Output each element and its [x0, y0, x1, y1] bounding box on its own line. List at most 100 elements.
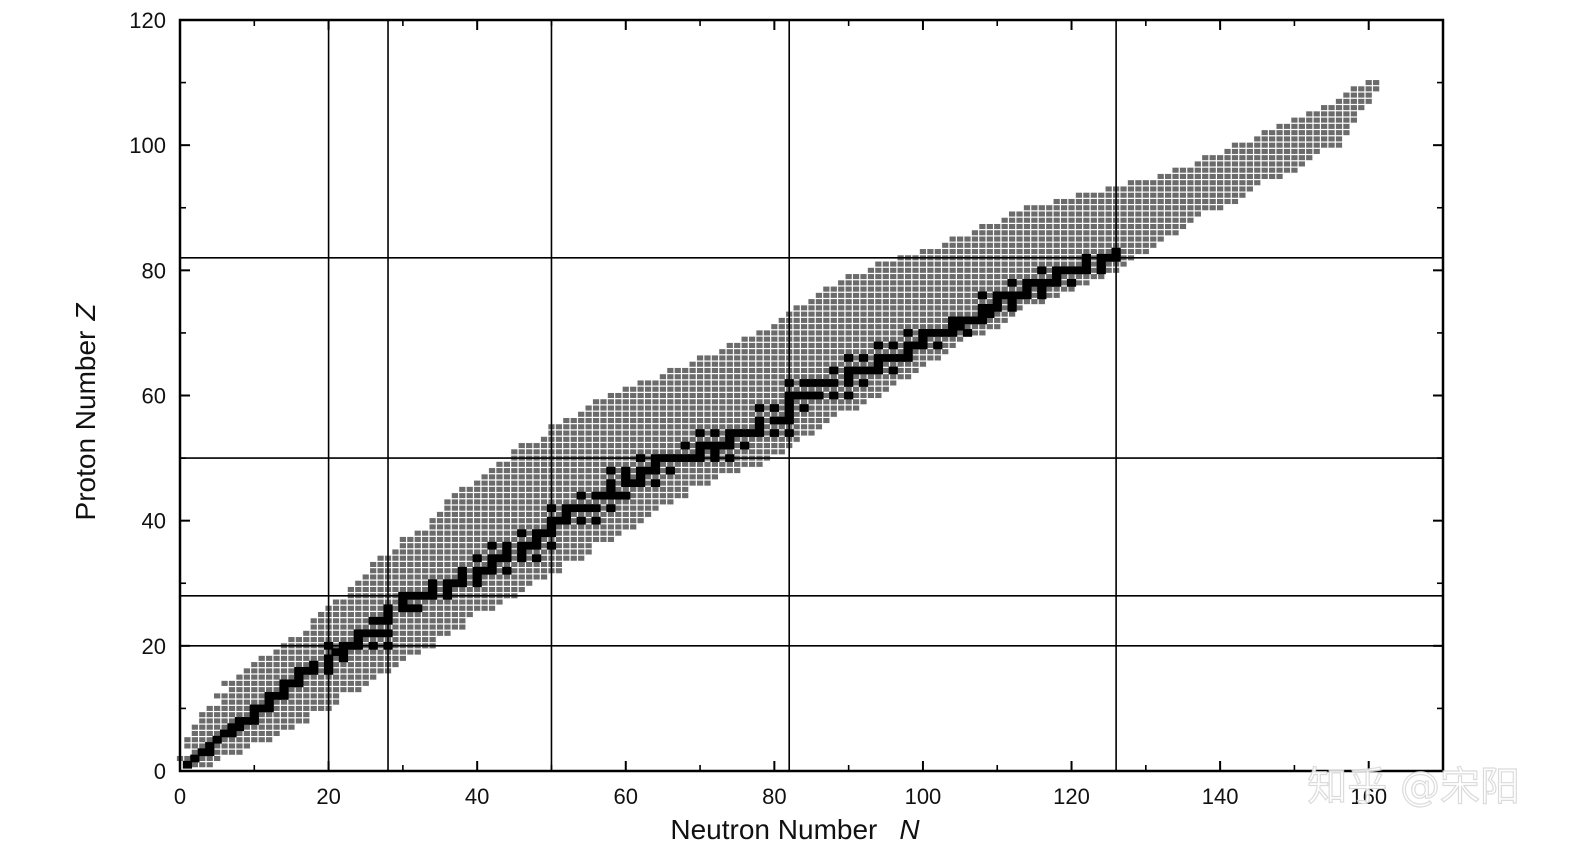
known-nuclide-cell: [474, 480, 481, 486]
known-nuclide-cell: [1053, 242, 1060, 248]
stable-nuclide-point: [606, 485, 616, 494]
known-nuclide-cell: [422, 549, 429, 555]
stable-nuclide-point: [427, 585, 438, 594]
known-nuclide-cell: [882, 311, 889, 317]
known-nuclide-cell: [1031, 261, 1038, 267]
known-nuclide-cell: [1224, 186, 1231, 192]
known-nuclide-cell: [518, 480, 525, 486]
known-nuclide-cell: [407, 624, 414, 630]
known-nuclide-cell: [533, 574, 540, 580]
known-nuclide-cell: [1075, 242, 1083, 248]
known-nuclide-cell: [927, 311, 934, 317]
known-nuclide-cell: [934, 280, 941, 286]
known-nuclide-cell: [191, 762, 198, 768]
known-nuclide-cell: [429, 536, 436, 542]
known-nuclide-cell: [607, 474, 615, 480]
known-nuclide-cell: [1120, 224, 1127, 230]
known-nuclide-cell: [756, 336, 763, 342]
known-nuclide-cell: [637, 430, 644, 436]
known-nuclide-cell: [726, 374, 733, 380]
known-nuclide-cell: [919, 274, 927, 280]
known-nuclide-cell: [927, 286, 934, 292]
known-nuclide-cell: [1083, 192, 1090, 198]
known-nuclide-cell: [778, 430, 785, 436]
stable-nuclide-point: [903, 341, 913, 350]
known-nuclide-cell: [1150, 242, 1157, 248]
known-nuclide-cell: [674, 399, 681, 405]
known-nuclide-cell: [971, 230, 979, 236]
known-nuclide-cell: [823, 392, 830, 399]
known-nuclide-cell: [852, 280, 860, 286]
known-nuclide-cell: [444, 618, 451, 624]
known-nuclide-cell: [860, 317, 867, 323]
known-nuclide-cell: [481, 486, 488, 492]
known-nuclide-cell: [466, 561, 473, 568]
known-nuclide-cell: [682, 399, 689, 405]
known-nuclide-cell: [377, 574, 384, 580]
known-nuclide-cell: [459, 493, 466, 499]
known-nuclide-cell: [533, 480, 540, 486]
known-nuclide-cell: [689, 461, 696, 467]
known-nuclide-cell: [481, 518, 488, 524]
known-nuclide-cell: [793, 418, 800, 424]
known-nuclide-cell: [823, 411, 830, 417]
known-nuclide-cell: [830, 305, 837, 311]
known-nuclide-cell: [496, 599, 503, 605]
known-nuclide-cell: [340, 618, 347, 624]
known-nuclide-cell: [273, 649, 280, 655]
known-nuclide-cell: [288, 718, 295, 724]
stable-nuclide-point: [799, 379, 809, 387]
known-nuclide-cell: [258, 680, 265, 686]
known-nuclide-cell: [258, 699, 265, 705]
known-nuclide-cell: [904, 367, 912, 373]
known-nuclide-cell: [622, 505, 629, 511]
known-nuclide-cell: [630, 511, 637, 517]
known-nuclide-cell: [674, 461, 681, 467]
known-nuclide-cell: [838, 367, 845, 373]
known-nuclide-cell: [600, 518, 607, 524]
known-nuclide-cell: [1150, 192, 1157, 198]
known-nuclide-cell: [919, 286, 927, 292]
known-nuclide-cell: [481, 543, 488, 549]
known-nuclide-cell: [704, 399, 711, 405]
stable-nuclide-point: [598, 491, 609, 500]
known-nuclide-cell: [540, 499, 548, 505]
known-nuclide-cell: [429, 637, 436, 643]
known-nuclide-cell: [407, 555, 414, 561]
known-nuclide-cell: [793, 336, 800, 342]
known-nuclide-cell: [711, 411, 719, 417]
known-nuclide-cell: [912, 349, 919, 355]
known-nuclide-cell: [481, 480, 488, 486]
known-nuclide-cell: [592, 424, 600, 430]
known-nuclide-cell: [823, 336, 830, 342]
known-nuclide-cell: [1291, 136, 1298, 142]
known-nuclide-cell: [451, 605, 458, 611]
known-nuclide-cell: [890, 280, 897, 286]
known-nuclide-cell: [897, 292, 904, 298]
known-nuclide-cell: [592, 430, 600, 436]
stable-nuclide-point: [606, 466, 616, 475]
stable-nuclide-point: [234, 717, 245, 725]
known-nuclide-cell: [1335, 123, 1343, 129]
known-nuclide-cell: [734, 468, 741, 474]
known-nuclide-cell: [518, 561, 525, 568]
known-nuclide-cell: [845, 405, 852, 411]
known-nuclide-cell: [986, 280, 993, 286]
known-nuclide-cell: [488, 493, 496, 499]
known-nuclide-cell: [1075, 192, 1083, 198]
known-nuclide-cell: [942, 324, 949, 330]
known-nuclide-cell: [540, 468, 548, 474]
known-nuclide-cell: [630, 474, 637, 480]
known-nuclide-cell: [644, 486, 652, 492]
known-nuclide-cell: [771, 411, 778, 417]
known-nuclide-cell: [1321, 136, 1328, 142]
known-nuclide-cell: [1157, 211, 1164, 217]
known-nuclide-cell: [815, 349, 823, 355]
known-nuclide-cell: [659, 468, 667, 474]
known-nuclide-cell: [622, 399, 629, 405]
known-nuclide-cell: [830, 411, 837, 417]
known-nuclide-cell: [1283, 148, 1291, 154]
known-nuclide-cell: [815, 386, 823, 392]
known-nuclide-cell: [860, 399, 867, 405]
known-nuclide-cell: [927, 280, 934, 286]
